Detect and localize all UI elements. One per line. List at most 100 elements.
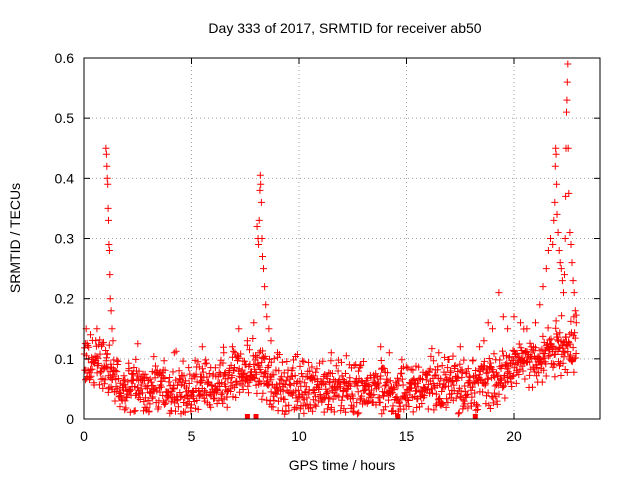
data-point (550, 216, 558, 224)
data-point (479, 388, 487, 396)
data-point (500, 382, 508, 390)
data-point (327, 357, 335, 365)
data-point (97, 375, 105, 383)
gap-markers (244, 414, 478, 419)
data-point (243, 337, 251, 345)
data-point (565, 339, 573, 346)
data-point (273, 390, 281, 398)
data-point (570, 289, 578, 297)
data-point (113, 368, 121, 376)
data-point (400, 405, 408, 413)
data-point (111, 367, 119, 374)
data-point (219, 359, 227, 367)
data-point (556, 259, 564, 267)
data-point (540, 366, 548, 374)
data-point (115, 388, 123, 396)
x-tick-label: 15 (399, 428, 415, 444)
data-point (238, 381, 246, 389)
data-point (114, 385, 122, 393)
data-point (325, 401, 332, 408)
data-point (270, 355, 278, 363)
data-point (469, 356, 477, 364)
data-point (380, 392, 388, 400)
y-axis-label: SRMTID / TECUs (7, 183, 23, 293)
data-point (357, 361, 365, 369)
data-point (174, 381, 181, 389)
data-point (545, 336, 553, 344)
data-point (434, 363, 442, 371)
data-point (504, 325, 512, 333)
data-point (186, 370, 194, 378)
data-point (106, 295, 114, 303)
data-point (532, 319, 539, 327)
data-point (298, 357, 306, 365)
data-point (134, 384, 141, 392)
data-point (408, 384, 416, 392)
data-point (360, 386, 368, 394)
data-point (176, 389, 184, 396)
data-point (384, 369, 391, 377)
data-point (530, 365, 538, 373)
data-point (443, 376, 451, 384)
data-point (244, 382, 252, 390)
data-point (130, 407, 138, 415)
data-point (104, 180, 112, 188)
data-point (261, 283, 269, 291)
data-point (143, 404, 151, 412)
data-point (454, 410, 462, 418)
data-point (507, 378, 515, 386)
data-point (333, 391, 341, 399)
data-point (490, 350, 498, 358)
data-point (303, 394, 311, 402)
data-point (170, 385, 178, 393)
data-point (497, 365, 505, 372)
data-point (545, 352, 553, 360)
data-point (159, 373, 167, 381)
data-point (569, 344, 577, 352)
data-point (474, 402, 482, 410)
data-point (377, 357, 385, 364)
data-point (343, 385, 351, 393)
data-point (342, 370, 349, 377)
data-point (249, 335, 257, 342)
data-point (549, 241, 557, 248)
data-point (350, 362, 358, 369)
data-point (121, 397, 129, 405)
data-point (266, 355, 273, 363)
data-point (169, 368, 177, 376)
data-point (307, 404, 315, 412)
data-point (237, 350, 245, 358)
data-point (558, 312, 566, 320)
data-point (359, 358, 367, 365)
data-point (149, 393, 157, 401)
data-point (126, 408, 134, 416)
data-point (86, 374, 94, 382)
data-point (88, 365, 96, 373)
data-point (457, 387, 465, 395)
data-point (560, 289, 567, 297)
data-point (489, 399, 497, 407)
data-point (265, 380, 273, 388)
data-point (517, 319, 524, 327)
data-point (262, 301, 270, 309)
data-point (259, 389, 267, 397)
data-point (544, 247, 552, 254)
data-point (381, 382, 389, 390)
data-point (255, 216, 263, 224)
data-point (538, 378, 546, 386)
data-point (342, 352, 350, 360)
data-point (218, 379, 226, 387)
data-point (319, 357, 327, 365)
data-point (349, 407, 357, 415)
data-point (440, 383, 448, 391)
data-point (495, 289, 503, 297)
data-point (482, 400, 490, 408)
data-point (260, 265, 267, 273)
data-point (264, 364, 272, 371)
data-point (245, 389, 252, 397)
data-point (445, 382, 452, 390)
data-point (526, 358, 534, 366)
data-point (296, 362, 304, 370)
data-point (390, 386, 398, 394)
data-point (426, 365, 434, 373)
